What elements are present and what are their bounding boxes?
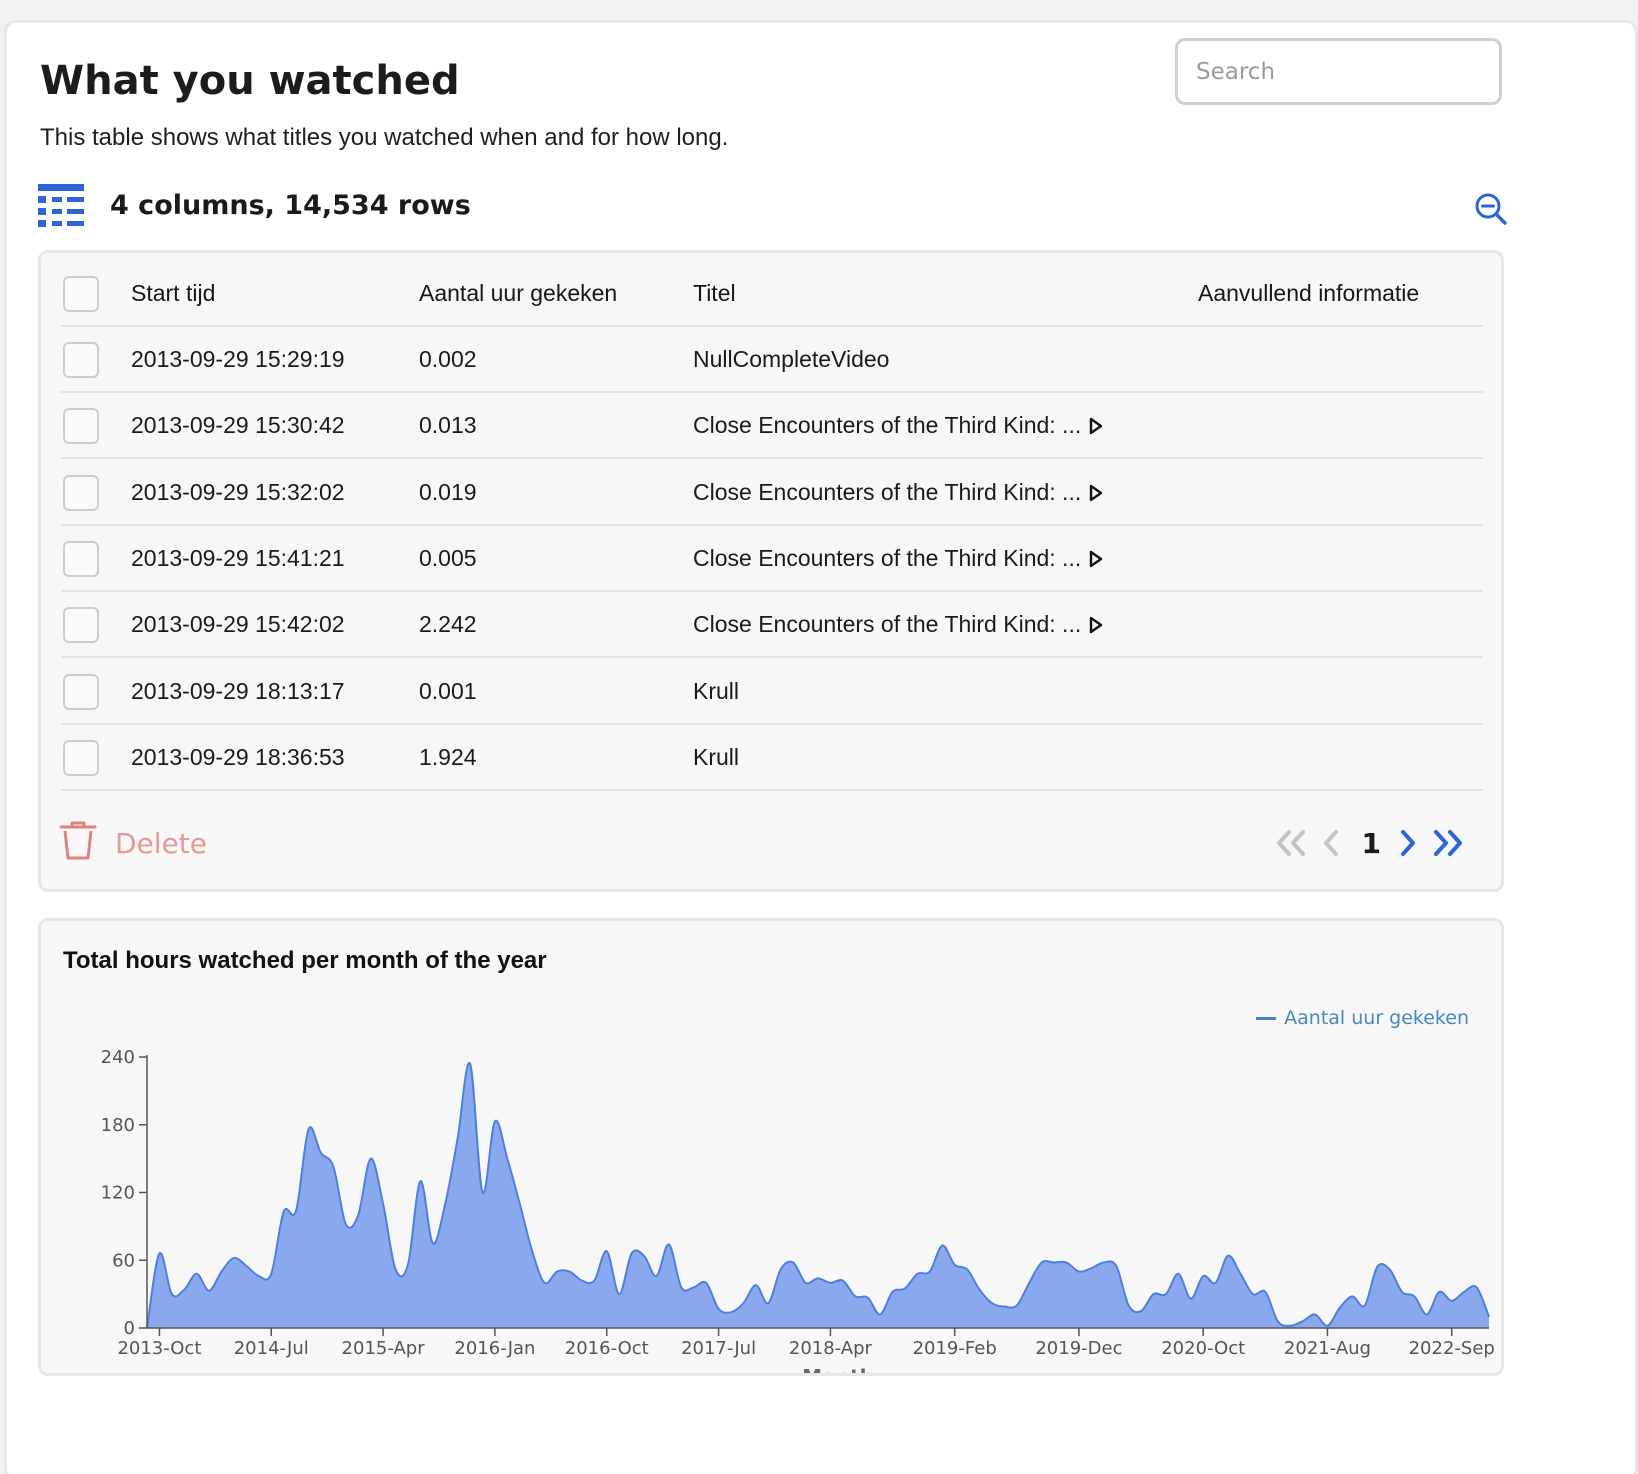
cell-title: Close Encounters of the Third Kind: ... [693, 592, 1103, 656]
column-header[interactable]: Start tijd [131, 261, 215, 325]
row-checkbox[interactable] [63, 408, 99, 444]
cell-start-time: 2013-09-29 18:36:53 [131, 725, 345, 789]
cell-title: Krull [693, 659, 739, 723]
x-tick-label: 2022-Sep [1409, 1338, 1495, 1359]
table-row: 2013-09-29 15:30:42 0.013 Close Encounters… [61, 393, 1483, 459]
x-tick-label: 2014-Jul [234, 1338, 309, 1359]
x-axis-label: Month [802, 1365, 874, 1373]
row-checkbox[interactable] [63, 740, 99, 776]
x-tick-label: 2021-Aug [1284, 1338, 1371, 1359]
page-title: What you watched [40, 58, 460, 104]
x-tick-label: 2015-Apr [342, 1338, 426, 1359]
x-tick-label: 2013-Oct [117, 1338, 201, 1359]
table-row: 2013-09-29 18:13:17 0.001 Krull [61, 659, 1483, 725]
cell-title: Krull [693, 725, 739, 789]
area-chart: 0 60 120 180 240 2013-Oct 2014-Jul 2015-Apr 2016… [41, 921, 1501, 1373]
table-summary-bar: 4 columns, 14,534 rows [38, 182, 1508, 232]
cell-title: Close Encounters of the Third Kind: ... [693, 526, 1103, 590]
column-header[interactable]: Titel [693, 261, 736, 325]
cell-start-time: 2013-09-29 15:32:02 [131, 460, 345, 524]
play-triangle-icon[interactable] [1089, 395, 1103, 459]
data-table: Start tijd Aantal uur gekeken Titel Aanv… [38, 250, 1504, 892]
table-row: 2013-09-29 15:42:02 2.242 Close Encounters… [61, 592, 1483, 658]
x-tick-label: 2020-Oct [1161, 1338, 1245, 1359]
x-tick-label: 2016-Jan [454, 1338, 535, 1359]
cell-hours-watched: 1.924 [419, 725, 477, 789]
cell-title: Close Encounters of the Third Kind: ... [693, 393, 1103, 457]
select-all-checkbox[interactable] [63, 276, 99, 312]
cell-title-text: Close Encounters of the Third Kind: ... [693, 611, 1081, 637]
cell-start-time: 2013-09-29 15:41:21 [131, 526, 345, 590]
x-tick-label: 2017-Jul [681, 1338, 756, 1359]
cell-hours-watched: 0.019 [419, 460, 477, 524]
row-checkbox[interactable] [63, 342, 99, 378]
table-icon [38, 184, 84, 235]
row-checkbox[interactable] [63, 475, 99, 511]
area-series-fill [147, 1063, 1489, 1328]
current-page-number: 1 [1362, 827, 1381, 860]
table-row: 2013-09-29 15:41:21 0.005 Close Encounters… [61, 526, 1483, 592]
delete-label: Delete [115, 827, 207, 860]
cell-title-text: Krull [693, 744, 739, 770]
trash-icon [59, 820, 97, 867]
row-checkbox[interactable] [63, 541, 99, 577]
play-triangle-icon[interactable] [1089, 462, 1103, 526]
cell-start-time: 2013-09-29 15:42:02 [131, 592, 345, 656]
cell-hours-watched: 0.002 [419, 327, 477, 391]
pagination: 1 [1274, 821, 1465, 865]
cell-title-text: Close Encounters of the Third Kind: ... [693, 545, 1081, 571]
play-triangle-icon[interactable] [1089, 594, 1103, 658]
x-tick-label: 2018-Apr [789, 1338, 873, 1359]
y-tick-label: 120 [101, 1183, 135, 1204]
y-tick-label: 240 [101, 1047, 135, 1068]
x-tick-label: 2016-Oct [565, 1338, 649, 1359]
cell-title-text: NullCompleteVideo [693, 346, 889, 372]
y-tick-label: 0 [124, 1318, 135, 1339]
table-row: 2013-09-29 15:29:19 0.002 NullCompleteVide… [61, 327, 1483, 393]
zoom-out-icon[interactable] [1474, 192, 1508, 231]
column-header[interactable]: Aantal uur gekeken [419, 261, 617, 325]
delete-button[interactable]: Delete [59, 821, 207, 865]
row-checkbox[interactable] [63, 674, 99, 710]
cell-title: Close Encounters of the Third Kind: ... [693, 460, 1103, 524]
chevron-right-icon[interactable] [1399, 828, 1417, 858]
page-subtitle: This table shows what titles you watched… [40, 124, 728, 152]
cell-start-time: 2013-09-29 18:13:17 [131, 659, 345, 723]
search-input[interactable] [1175, 38, 1502, 105]
cell-hours-watched: 0.001 [419, 659, 477, 723]
cell-title: NullCompleteVideo [693, 327, 889, 391]
cell-hours-watched: 0.005 [419, 526, 477, 590]
table-header-row: Start tijd Aantal uur gekeken Titel Aanv… [61, 261, 1483, 327]
row-checkbox[interactable] [63, 607, 99, 643]
chart-panel: Total hours watched per month of the yea… [38, 918, 1504, 1376]
cell-title-text: Close Encounters of the Third Kind: ... [693, 479, 1081, 505]
y-tick-label: 180 [101, 1115, 135, 1136]
double-chevron-left-icon[interactable] [1274, 828, 1308, 858]
x-tick-label: 2019-Feb [913, 1338, 997, 1359]
play-triangle-icon[interactable] [1089, 528, 1103, 592]
cell-start-time: 2013-09-29 15:30:42 [131, 393, 345, 457]
x-tick-label: 2019-Dec [1035, 1338, 1122, 1359]
cell-title-text: Close Encounters of the Third Kind: ... [693, 412, 1081, 438]
cell-hours-watched: 0.013 [419, 393, 477, 457]
cell-title-text: Krull [693, 678, 739, 704]
table-summary-text: 4 columns, 14,534 rows [110, 190, 471, 221]
chevron-left-icon[interactable] [1322, 828, 1340, 858]
cell-hours-watched: 2.242 [419, 592, 477, 656]
table-row: 2013-09-29 15:32:02 0.019 Close Encounters… [61, 460, 1483, 526]
column-header[interactable]: Aanvullend informatie [1198, 261, 1419, 325]
table-row: 2013-09-29 18:36:53 1.924 Krull [61, 725, 1483, 791]
double-chevron-right-icon[interactable] [1431, 828, 1465, 858]
y-tick-label: 60 [112, 1250, 135, 1271]
cell-start-time: 2013-09-29 15:29:19 [131, 327, 345, 391]
